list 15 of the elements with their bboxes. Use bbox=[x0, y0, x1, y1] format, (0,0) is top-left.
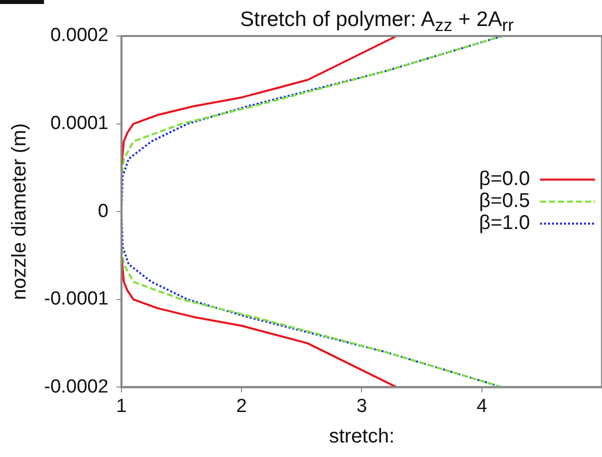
legend-label: β=0.5 bbox=[479, 190, 530, 212]
y-tick-label: 0.0002 bbox=[50, 25, 108, 46]
x-axis-title: stretch: bbox=[328, 426, 395, 448]
x-tick-label: 3 bbox=[356, 396, 368, 417]
y-tick-label: 0 bbox=[98, 200, 108, 222]
y-axis-title: nozzle diameter (m) bbox=[8, 123, 31, 300]
y-tick-label: -0.0001 bbox=[44, 288, 108, 310]
x-tick-label: 4 bbox=[476, 396, 488, 417]
x-tick-label: 1 bbox=[116, 396, 127, 417]
y-tick-label: -0.0002 bbox=[44, 376, 108, 398]
chart-title: Stretch of polymer: A$_{zz}$ + 2A$_{rr}$ bbox=[240, 8, 514, 36]
x-tick-label: 2 bbox=[236, 396, 247, 417]
legend-label: β=1.0 bbox=[479, 212, 530, 234]
y-tick-label: 0.0001 bbox=[50, 113, 108, 134]
legend-label: β=0.0 bbox=[479, 168, 530, 190]
